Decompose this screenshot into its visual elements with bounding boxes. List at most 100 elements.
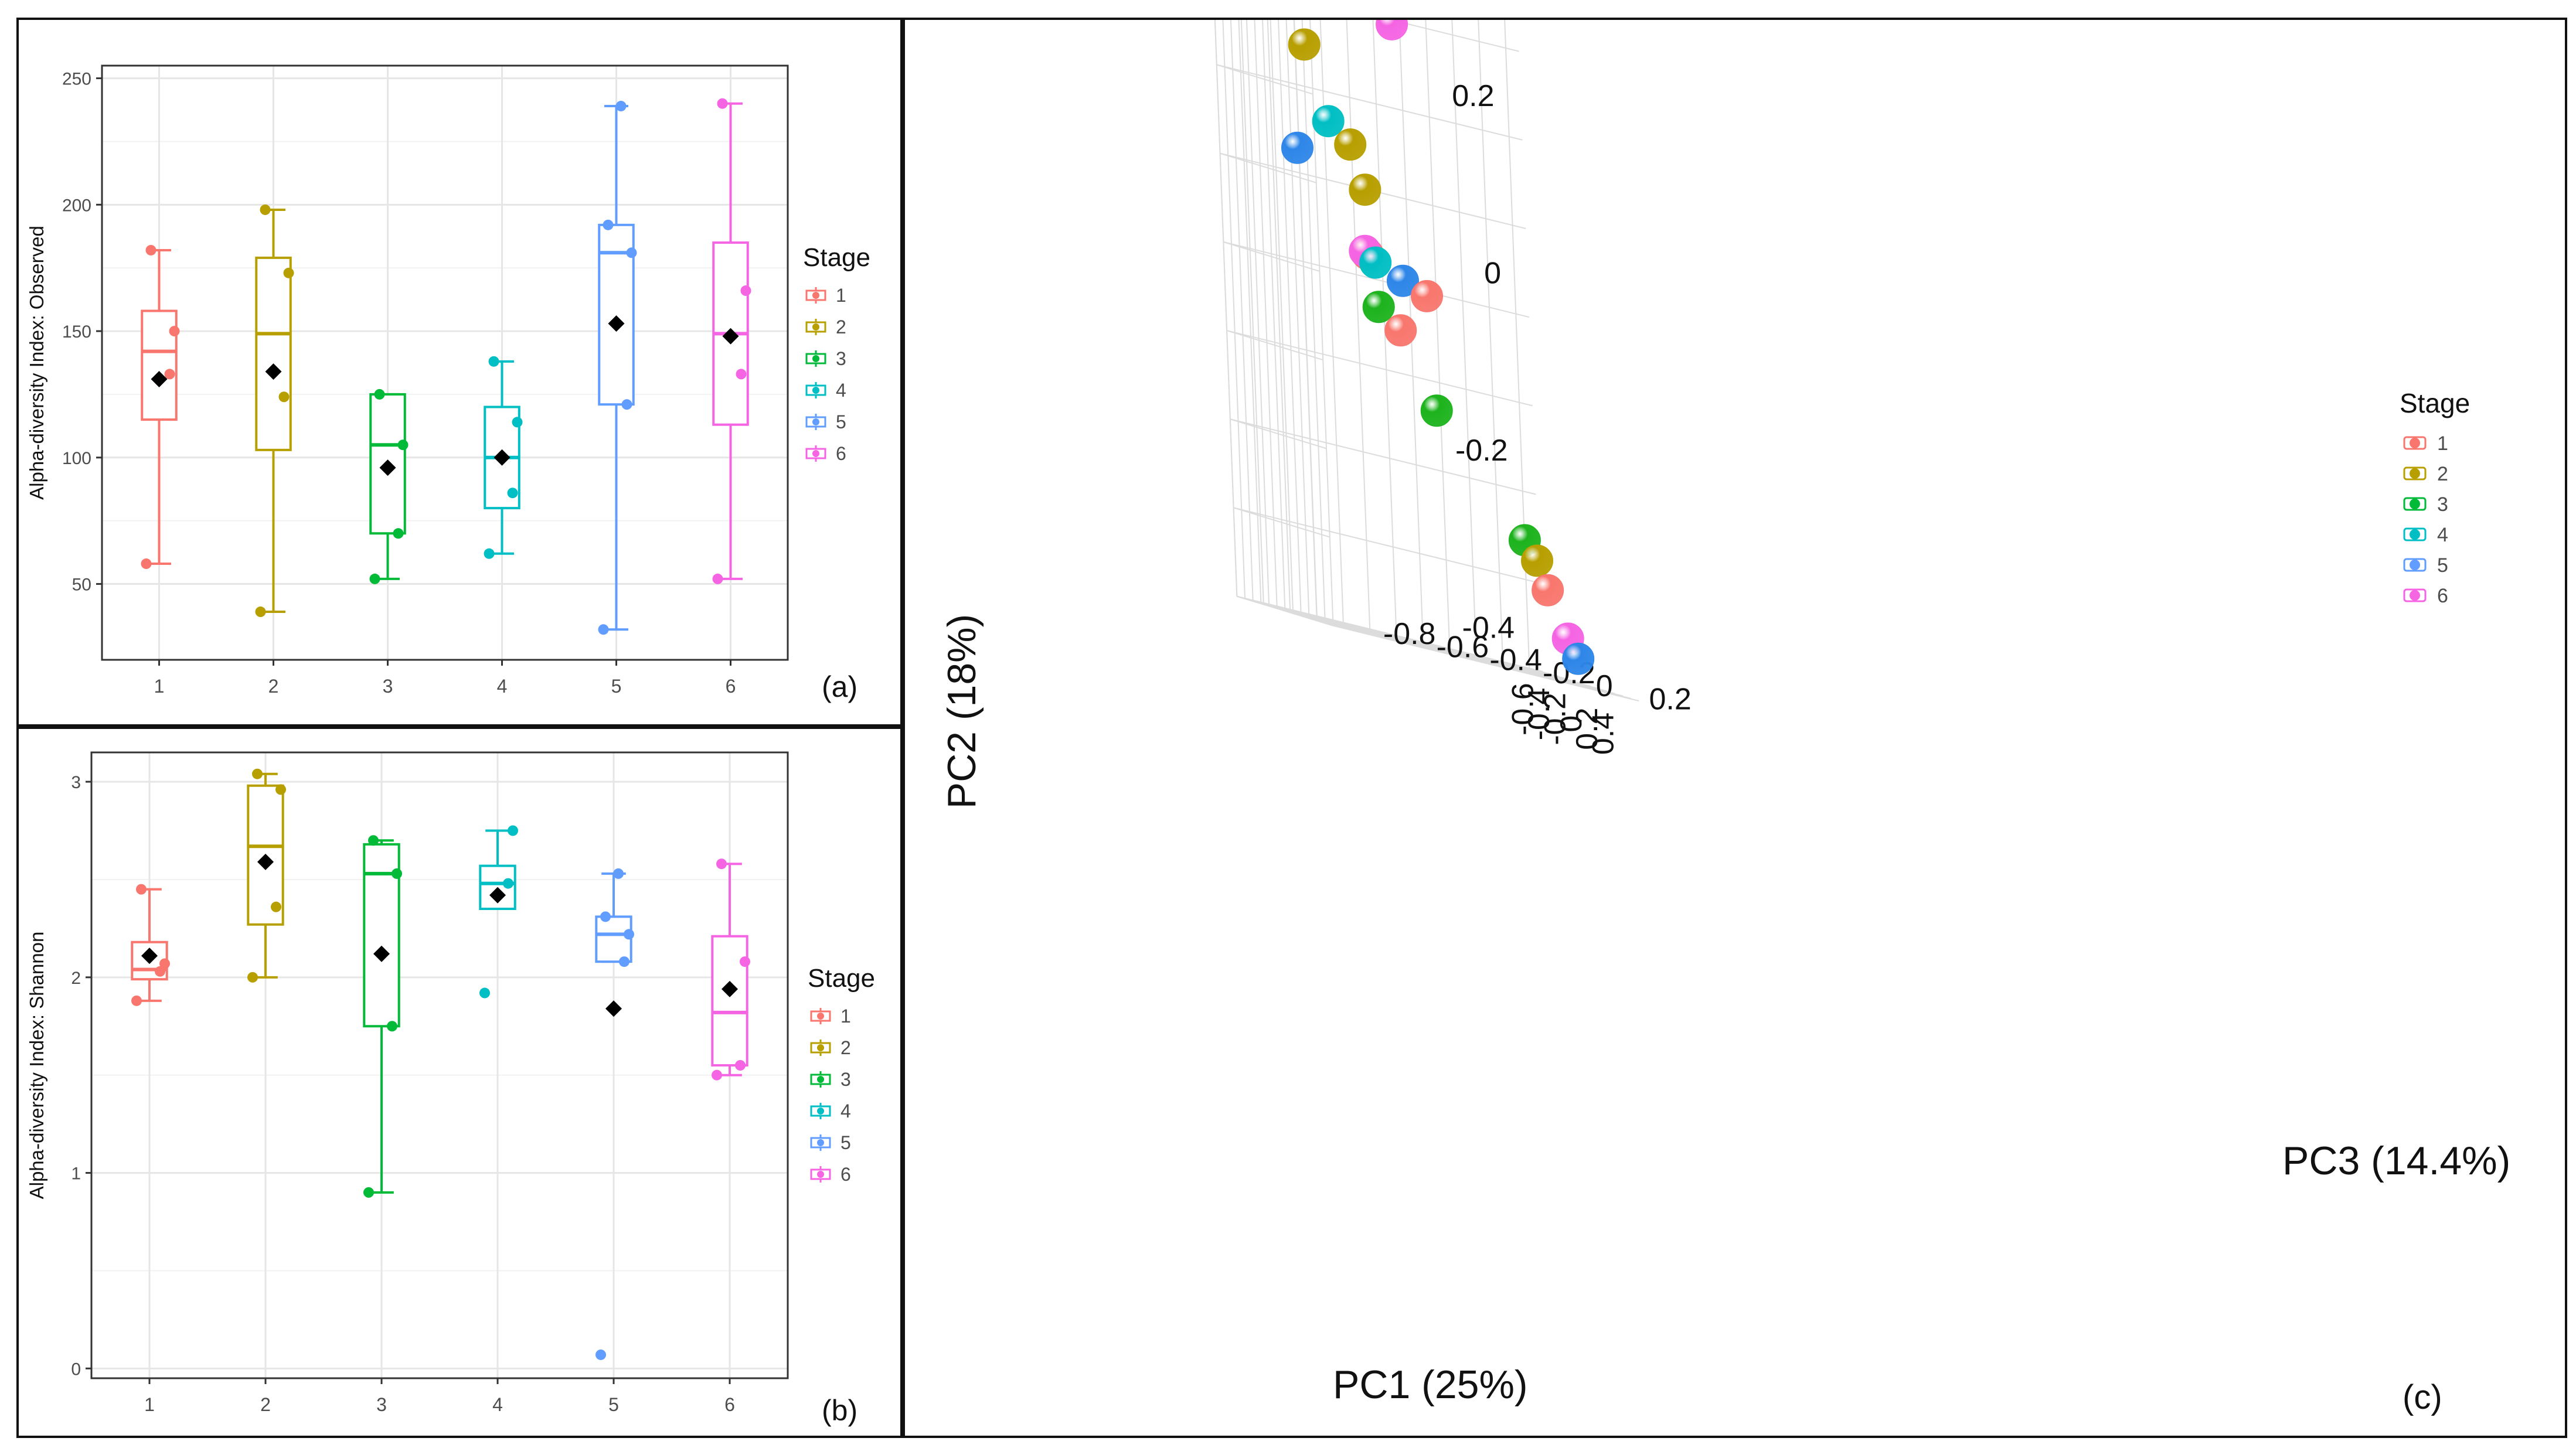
box-group-stage-2 <box>255 204 294 618</box>
side-wall-grid <box>1478 20 1503 662</box>
legend-title: Stage <box>803 243 870 272</box>
side-wall-grid <box>1230 418 1536 495</box>
panel-a-observed-boxplot: 50 100 150 200 250 1 2 3 4 5 6 Alpha-diversity Inde… <box>16 18 903 727</box>
x-tick-label: 3 <box>383 676 393 697</box>
legend-label: 2 <box>836 316 846 338</box>
data-point <box>164 369 175 380</box>
legend-label: 1 <box>840 1006 851 1027</box>
mean-marker <box>373 945 390 962</box>
mean-marker <box>265 363 282 380</box>
side-wall-grid <box>1226 330 1533 407</box>
legend-label: 1 <box>2437 432 2448 455</box>
pc3-tick-label: 0 <box>1596 669 1613 703</box>
legend-key-dot <box>817 1139 824 1146</box>
pcoa-point-stage-1 <box>1411 280 1444 312</box>
data-point <box>252 768 263 779</box>
x-tick-label: 5 <box>608 1394 619 1415</box>
plot-border <box>101 64 789 661</box>
data-point <box>735 1060 746 1071</box>
data-point <box>131 995 142 1006</box>
pc2-axis-title: PC2 (18%) <box>940 614 984 809</box>
box-iqr <box>595 915 632 963</box>
mean-marker <box>722 980 738 997</box>
y-tick-label: 50 <box>72 575 91 595</box>
mean-marker <box>605 1000 622 1017</box>
data-point <box>275 784 286 795</box>
y-tick-label: 2 <box>71 969 81 988</box>
boxplot-observed-svg: 50 100 150 200 250 1 2 3 4 5 6 Alpha-diversity Inde… <box>26 64 870 703</box>
legend-key-dot <box>812 292 819 299</box>
legend-label: 5 <box>840 1132 851 1153</box>
legend-item-stage-4: 4 <box>2403 524 2448 546</box>
side-wall-grid <box>1319 20 1344 623</box>
box-group-stage-2 <box>247 768 286 983</box>
side-wall-grid <box>1240 20 1264 603</box>
panel-b-shannon-boxplot: 0 1 2 3 1 2 3 4 5 6 Alpha-diversity Index: Shannon… <box>16 727 903 1438</box>
legend-item-stage-1: 1 <box>2403 432 2448 455</box>
side-wall-grid <box>1233 507 1540 584</box>
legend-label: 6 <box>836 443 846 464</box>
side-wall-grid <box>1267 20 1291 610</box>
data-point <box>155 966 165 977</box>
data-point <box>740 285 751 297</box>
panel-label: (a) <box>822 670 857 703</box>
legend-key-dot <box>812 387 819 394</box>
pc2-tick-label: 0 <box>1484 257 1501 291</box>
pc1-tick-label: -0.4 <box>1522 688 1556 741</box>
data-point <box>479 987 490 999</box>
pcoa-point-stage-3 <box>1420 394 1453 427</box>
data-point <box>368 835 379 846</box>
legend-item-stage-4: 4 <box>810 1100 851 1122</box>
box-group-stage-1 <box>141 244 180 570</box>
legend-key-dot <box>817 1044 824 1051</box>
legend-label: 2 <box>840 1037 851 1058</box>
legend-item-stage-2: 2 <box>810 1037 851 1058</box>
back-wall-grid <box>1230 20 1254 602</box>
legend-key-dot <box>812 418 819 425</box>
data-point <box>595 1349 606 1360</box>
pcoa-point-stage-1 <box>1384 314 1417 347</box>
mean-marker <box>489 887 506 904</box>
legend-item-stage-5: 5 <box>810 1132 851 1153</box>
x-tick-label: 5 <box>611 676 622 697</box>
data-point <box>598 624 609 635</box>
panel-c-pcoa-3d: -0.6-0.4-0.200.20.40.40.20-0.2-0.4-0.8-0… <box>903 18 2567 1438</box>
floor-grid <box>1396 635 1493 666</box>
back-wall-grid <box>1301 20 1326 623</box>
data-point <box>712 1069 722 1081</box>
data-point <box>507 488 518 499</box>
legend-key-dot <box>812 355 819 362</box>
mean-marker <box>722 328 739 345</box>
y-axis-title: Alpha-diversity Index: Shannon <box>26 932 47 1200</box>
pc3-tick-label: -0.8 <box>1383 617 1436 651</box>
floor-grid <box>1263 602 1360 633</box>
floor-grid <box>1316 615 1413 646</box>
plot-area <box>102 66 788 660</box>
data-point <box>136 884 147 895</box>
mean-marker <box>141 948 158 965</box>
legend-label: 1 <box>836 285 846 306</box>
floor-grid <box>1502 661 1600 692</box>
legend-key-dot <box>2410 529 2420 540</box>
data-point <box>488 356 499 367</box>
data-point <box>484 548 495 559</box>
data-point <box>615 101 627 112</box>
data-point <box>159 958 170 969</box>
pcoa-point-stage-2 <box>1288 28 1321 61</box>
y-tick-label: 0 <box>71 1359 81 1379</box>
data-point <box>393 528 404 539</box>
pcoa-3d-svg: -0.6-0.4-0.200.20.40.40.20-0.2-0.4-0.8-0… <box>940 20 2510 1416</box>
data-point <box>712 573 723 584</box>
side-wall-grid <box>1372 20 1397 636</box>
legend-item-stage-4: 4 <box>805 380 846 401</box>
y-tick-label: 200 <box>62 196 91 215</box>
legend-item-stage-3: 3 <box>810 1069 851 1090</box>
y-tick-label: 250 <box>62 70 91 89</box>
data-point <box>740 956 750 967</box>
mean-marker <box>379 459 396 476</box>
x-tick-label: 4 <box>492 1394 503 1415</box>
pc1-tick-label: 0.2 <box>1570 707 1604 749</box>
back-wall-grid <box>1246 20 1270 606</box>
pc3-tick-label: 0.2 <box>1649 683 1691 717</box>
legend-label: 4 <box>840 1100 851 1122</box>
